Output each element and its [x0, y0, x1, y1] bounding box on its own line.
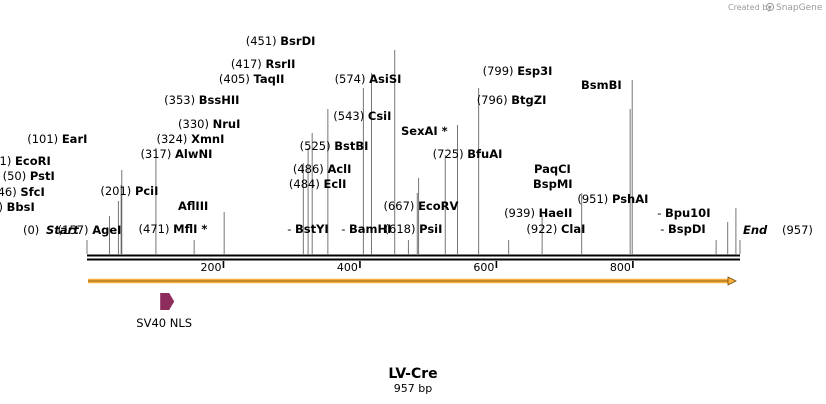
site-label-rsrii[interactable]: (417) RsrII [231, 57, 296, 71]
site-label-taqii[interactable]: (405) TaqII [219, 72, 285, 86]
site-label-sexai[interactable]: SexAI * [401, 124, 448, 138]
backbone [87, 254, 740, 261]
construct-arrow [88, 276, 737, 286]
site-label-bsmbi[interactable]: BsmBI [581, 78, 622, 92]
site-label-esp3i[interactable]: (799) Esp3I [483, 64, 553, 78]
site-label-csii[interactable]: (543) CsiI [333, 109, 391, 123]
ruler-tick-label: 400 [337, 261, 358, 274]
site-label-ecori[interactable]: (51) EcoRI [0, 154, 51, 168]
site-label-pshai[interactable]: (951) PshAI [577, 192, 648, 206]
site-label-bstyi[interactable]: - BstYI [287, 222, 329, 236]
snapgene-logo-icon [765, 2, 775, 12]
end-position: (957) [782, 223, 813, 237]
site-label-pcii[interactable]: (201) PciI [100, 184, 158, 198]
ruler-tick-label: 200 [200, 261, 221, 274]
site-label-psti[interactable]: (50) PstI [3, 169, 55, 183]
site-label-bstbi[interactable]: (525) BstBI [300, 139, 369, 153]
site-label-haeii[interactable]: (939) HaeII [504, 206, 572, 220]
site-labels: (33) BbsI(46) SfcI (50) PstI(51) EcoRI (10… [0, 34, 710, 237]
site-label-clai[interactable]: (922) ClaI [526, 222, 585, 236]
ruler-tick-label: 800 [610, 261, 631, 274]
site-label-paqci[interactable]: PaqCI [534, 162, 571, 176]
site-label-agei[interactable]: (157) AgeI [58, 223, 122, 237]
start-label: Start [46, 223, 79, 237]
site-label-xmni[interactable]: (324) XmnI [156, 132, 224, 146]
map-length: 957 bp [394, 382, 432, 395]
site-label-asisi[interactable]: (574) AsiSI [335, 72, 402, 86]
site-label-bsshii[interactable]: (353) BssHII [164, 93, 239, 107]
ruler-ticks: 200 400 600 800 [200, 261, 634, 274]
site-label-eari[interactable]: (101) EarI [27, 132, 87, 146]
end-label: End [743, 223, 768, 237]
credit-prefix: Created by [728, 3, 772, 12]
site-label-bbsi[interactable]: (33) BbsI [0, 200, 35, 214]
site-label-ecli[interactable]: (484) EclI [289, 177, 347, 191]
site-label-alwni[interactable]: (317) AlwNI [140, 147, 212, 161]
site-label-bsrdi[interactable]: (451) BsrDI [246, 34, 316, 48]
feature-sv40-nls[interactable]: SV40 NLS [136, 293, 192, 330]
site-label-bspdi[interactable]: - BspDI [660, 222, 705, 236]
site-label-bspmi[interactable]: BspMI [533, 177, 573, 191]
site-label-psii[interactable]: (618) PsiI [385, 222, 443, 236]
site-label-bpu10i[interactable]: - Bpu10I [657, 206, 710, 220]
site-label-ecorv[interactable]: (667) EcoRV [383, 199, 458, 213]
site-label-sfci[interactable]: (46) SfcI [0, 185, 45, 199]
site-label-acli[interactable]: (486) AclI [293, 162, 352, 176]
site-label-bfuai[interactable]: (725) BfuAI [433, 147, 503, 161]
site-label-bamhi[interactable]: - BamHI [341, 222, 391, 236]
site-label-nrui[interactable]: (330) NruI [178, 117, 240, 131]
site-label-mfli[interactable]: (471) MflI * [139, 222, 208, 236]
site-connectors [86, 50, 741, 254]
start-position: (0) [23, 223, 39, 237]
ruler-tick-label: 600 [473, 261, 494, 274]
site-label-afliii[interactable]: AflIII [178, 199, 208, 213]
site-label-btgzi[interactable]: (796) BtgZI [477, 93, 547, 107]
credit-brand: SnapGene [776, 3, 823, 13]
feature-label: SV40 NLS [136, 316, 192, 330]
map-title: LV-Cre [388, 366, 437, 382]
sv40-nls-arrow-icon [160, 293, 175, 310]
